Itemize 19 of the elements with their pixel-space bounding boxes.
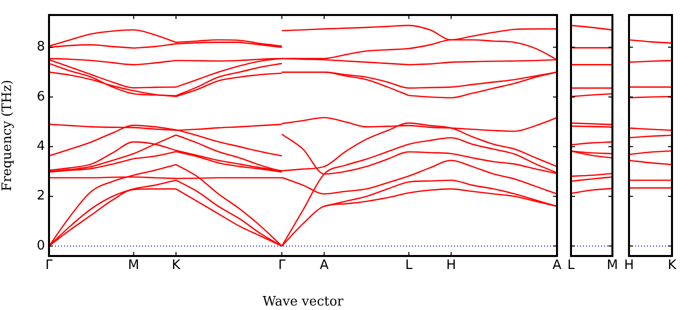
x-tick-label: A [320,258,329,274]
x-tick-label: Γ [45,258,54,274]
x-tick-label: Γ [278,258,286,274]
x-tick-label: L [567,258,576,274]
x-tick-label: L [405,258,414,274]
x-tick-label: M [606,258,618,274]
x-tick-label: M [128,258,140,274]
x-tick-label: A [552,258,562,274]
y-tick-label: 6 [36,89,45,104]
y-tick-label: 2 [36,188,45,204]
y-tick-label: 4 [36,139,45,154]
x-tick-label: H [446,258,456,274]
x-tick-label: K [172,258,181,274]
x-tick-label: H [624,258,634,274]
x-axis-title: Wave vector [262,294,344,310]
y-axis-title: Frequency (THz) [0,80,16,192]
x-tick-label: K [668,258,677,274]
y-tick-label: 8 [36,40,45,55]
y-tick-label: 0 [36,238,45,254]
